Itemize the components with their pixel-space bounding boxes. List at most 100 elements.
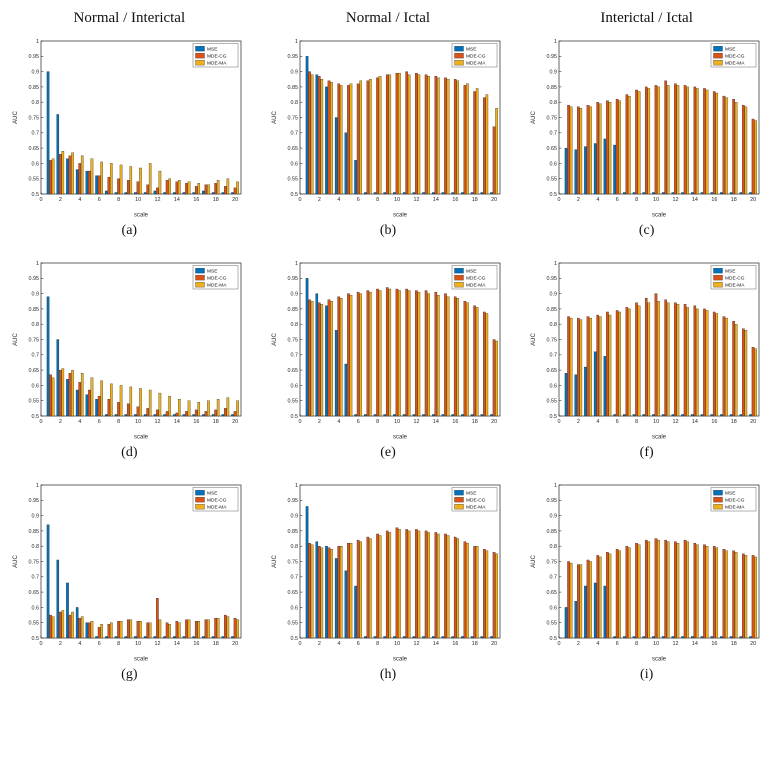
x-tick-label: 0: [40, 419, 43, 425]
x-tick-label: 20: [491, 197, 497, 203]
y-tick-label: 0.65: [287, 146, 298, 152]
series-MSE: [47, 524, 235, 639]
y-tick-label: 0.85: [287, 307, 298, 313]
y-tick-label: 1: [36, 261, 39, 267]
bar: [366, 290, 370, 417]
x-tick-label: 20: [750, 419, 756, 425]
bar: [695, 544, 699, 639]
bar: [95, 636, 99, 639]
bar: [724, 97, 728, 195]
legend-swatch: [713, 282, 723, 288]
subplot-i: 0.5 0.55 0.6 0.65 0.7 0.75 0.8 0.85 0.9 0.95 1 0 2 4 6…: [517, 477, 776, 699]
bar: [168, 178, 172, 195]
bar: [722, 316, 725, 417]
bar: [129, 386, 133, 417]
bar: [651, 636, 655, 639]
bar: [395, 288, 399, 417]
bar: [115, 414, 118, 417]
bar: [369, 291, 372, 417]
bar: [163, 636, 167, 639]
x-tick-label: 10: [135, 641, 141, 647]
legend-label: MDE-MA: [207, 504, 227, 510]
bar: [178, 622, 181, 639]
bar: [574, 374, 577, 417]
bar: [402, 414, 406, 417]
y-tick-label: 0.8: [290, 100, 298, 106]
legend-swatch: [195, 53, 205, 59]
bar: [61, 368, 65, 417]
y-tick-label: 0.75: [287, 115, 298, 121]
x-axis-label: scale: [652, 657, 667, 663]
bar: [226, 178, 230, 195]
bar: [441, 414, 445, 417]
y-tick-label: 0.85: [29, 529, 40, 535]
x-axis-label: scale: [393, 657, 408, 663]
bar: [734, 324, 738, 417]
bar: [664, 539, 667, 639]
series-MDE-MA: [52, 151, 240, 195]
legend-swatch: [195, 46, 205, 52]
bar: [564, 373, 568, 417]
bar: [608, 553, 611, 639]
series-MDE-MA: [310, 529, 498, 639]
y-tick-label: 0.55: [546, 621, 557, 627]
bar: [320, 547, 324, 639]
bar: [373, 414, 377, 417]
x-tick-label: 4: [79, 419, 82, 425]
bar: [188, 400, 191, 417]
legend-label: MDE-MA: [725, 504, 745, 510]
bar: [710, 192, 713, 195]
x-tick-label: 10: [653, 641, 659, 647]
bar: [115, 636, 118, 639]
y-tick-label: 0.55: [29, 177, 40, 183]
legend-swatch: [713, 275, 723, 281]
legend-swatch: [454, 60, 464, 66]
bar: [661, 192, 665, 195]
bar: [378, 535, 382, 639]
bar: [461, 636, 464, 639]
legend-swatch: [454, 46, 464, 52]
y-axis-label: AUC: [13, 111, 19, 124]
bar: [483, 549, 486, 639]
bar: [330, 301, 333, 417]
legend-label: MDE-CG: [466, 53, 486, 59]
bar: [212, 636, 215, 639]
bar: [100, 380, 104, 417]
bar: [712, 546, 716, 639]
bar: [214, 409, 218, 417]
bar: [156, 409, 159, 417]
bar: [579, 319, 582, 417]
bar: [644, 298, 648, 417]
x-tick-label: 2: [59, 197, 62, 203]
bar: [127, 619, 130, 639]
bar: [475, 546, 479, 639]
legend-label: MDE-MA: [466, 504, 486, 510]
bar: [495, 340, 498, 417]
bar: [90, 158, 94, 195]
bar: [383, 636, 386, 639]
bar: [483, 97, 486, 195]
series-MDE-MA: [310, 288, 498, 417]
bar: [195, 186, 198, 195]
bar: [608, 102, 611, 195]
subplot-b: 0.5 0.55 0.6 0.65 0.7 0.75 0.8 0.85 0.9 0.95 1 0 2 4 6…: [259, 33, 518, 255]
bar: [166, 180, 169, 195]
bar: [395, 72, 399, 195]
x-tick-label: 18: [730, 197, 736, 203]
bar: [437, 77, 440, 195]
bar: [605, 100, 609, 195]
bar: [422, 414, 425, 417]
bar: [431, 636, 435, 639]
bar: [354, 585, 357, 639]
bar: [117, 621, 121, 639]
y-tick-label: 0.85: [29, 307, 40, 313]
y-tick-label: 0.6: [32, 605, 40, 611]
bar: [359, 541, 362, 639]
bar: [732, 98, 735, 195]
bar: [566, 561, 570, 639]
series-MDE-CG: [566, 538, 754, 639]
